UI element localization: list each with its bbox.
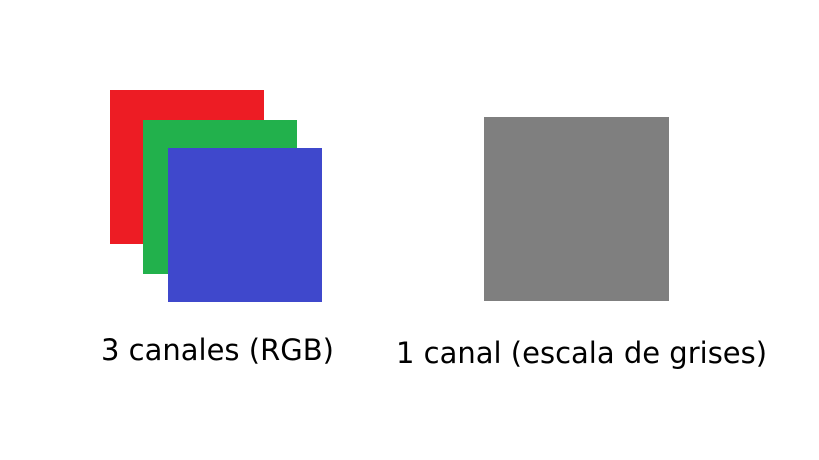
grayscale-channel-square	[484, 117, 669, 301]
grayscale-caption: 1 canal (escala de grises)	[396, 336, 768, 370]
blue-channel-square	[168, 148, 322, 302]
rgb-caption: 3 canales (RGB)	[101, 333, 334, 367]
